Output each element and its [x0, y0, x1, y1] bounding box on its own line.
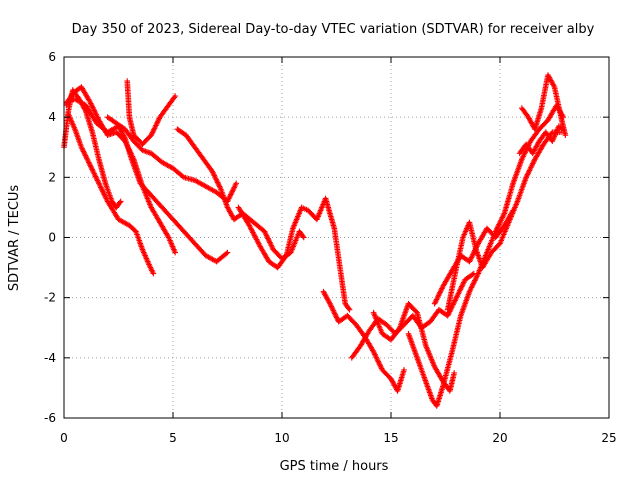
data-point: [469, 271, 476, 278]
x-tick-label: 20: [492, 431, 507, 445]
data-point: [300, 233, 306, 240]
y-tick-label: -4: [44, 351, 56, 365]
data-point: [150, 270, 157, 277]
data-point: [171, 94, 178, 101]
data-point: [224, 249, 231, 256]
data-marks: [61, 72, 569, 409]
data-point: [223, 250, 230, 257]
series-arc-g: [174, 126, 307, 262]
x-tick-label: 5: [169, 431, 177, 445]
series-arc-k: [370, 300, 458, 394]
y-tick-label: 6: [48, 50, 56, 64]
y-tick-label: -6: [44, 411, 56, 425]
x-tick-label: 25: [601, 431, 616, 445]
y-tick-label: 2: [48, 170, 56, 184]
x-axis-label: GPS time / hours: [280, 459, 389, 474]
data-point: [172, 249, 178, 256]
data-point: [233, 180, 240, 187]
y-tick-label: 0: [48, 231, 56, 245]
data-point: [560, 126, 567, 132]
data-point: [401, 367, 407, 373]
series-arc-e: [104, 114, 240, 205]
data-point: [117, 199, 123, 206]
series-arc-n: [431, 207, 516, 307]
x-tick-label: 0: [60, 431, 68, 445]
y-axis-label: SDTVAR / TECUs: [7, 185, 22, 292]
series-arc-h: [235, 195, 353, 313]
x-tick-label: 15: [383, 431, 398, 445]
x-tick-label: 10: [274, 431, 289, 445]
data-point: [172, 93, 178, 99]
series-arc-a: [61, 87, 124, 211]
series-arc-d: [63, 96, 231, 265]
series-arc-p: [516, 123, 567, 157]
series-arc-o: [519, 72, 569, 139]
data-point: [301, 234, 307, 241]
y-tick-label: -2: [44, 291, 56, 305]
data-point: [117, 198, 124, 205]
series-arc-c: [65, 111, 157, 277]
y-tick-label: 4: [48, 110, 56, 124]
series-arc-b: [63, 84, 178, 256]
data-point: [345, 305, 352, 312]
data-point: [510, 207, 516, 214]
axis-ticks: 0 5 10 15 20 25 -6 -4 -2 0 2 4 6: [44, 50, 617, 445]
chart-title: Day 350 of 2023, Sidereal Day-to-day VTE…: [72, 22, 595, 37]
series-arc-f: [124, 78, 178, 148]
series-arc-i: [320, 288, 407, 394]
data-point: [451, 370, 458, 376]
data-point: [562, 132, 569, 139]
data-point: [346, 306, 353, 313]
